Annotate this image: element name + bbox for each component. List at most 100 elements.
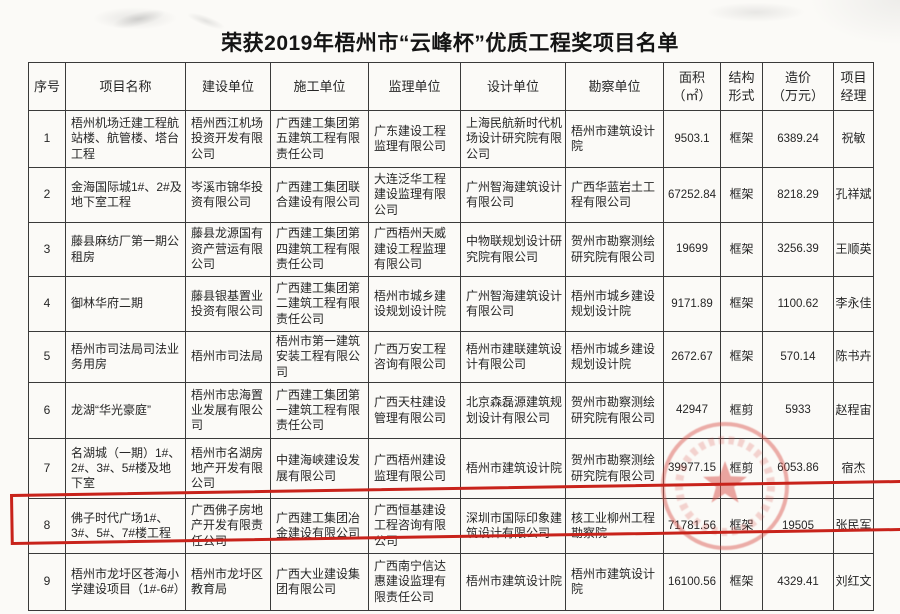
- table-cell: 梧州市建筑设计院: [460, 553, 566, 612]
- table-cell: 梧州市建联建筑设计有限公司: [460, 330, 566, 384]
- table-cell: 梧州机场迁建工程航站楼、航管楼、塔台工程: [65, 110, 186, 168]
- column-header: 项目 经理: [833, 62, 874, 111]
- table-cell: 框架: [720, 553, 763, 612]
- table-cell: 广西大业建设集团有限公司: [270, 553, 369, 612]
- table-cell: 李永佳: [833, 276, 874, 332]
- table-cell: 19699: [663, 222, 721, 277]
- table-cell: 广西建工集团第四建筑工程有限责任公司: [270, 222, 369, 277]
- table-cell: 19505: [762, 498, 834, 555]
- table-cell: 广东建设工程监理有限公司: [368, 110, 461, 168]
- table-cell: 梧州市城乡建设规划设计院: [565, 330, 664, 384]
- table-cell: 4329.41: [762, 553, 834, 612]
- table-cell: 岑溪市锦华投资有限公司: [185, 167, 271, 223]
- table-cell: 梧州市忠海置业发展有限公司: [185, 382, 271, 440]
- table-cell: 4: [28, 276, 66, 332]
- column-header: 面积 （㎡）: [663, 62, 721, 111]
- table-cell: 框架: [720, 498, 763, 555]
- page-title: 荣获2019年梧州市“云峰杯”优质工程奖项目名单: [221, 32, 679, 55]
- table-cell: 2: [28, 167, 66, 223]
- table-cell: 梧州市司法局: [185, 330, 271, 384]
- column-header: 监理单位: [368, 62, 461, 111]
- table-cell: 大连泛华工程建设监理有限公司: [368, 167, 461, 223]
- table-cell: 梧州市城乡建设规划设计院: [368, 276, 461, 332]
- table-cell: 9: [28, 553, 66, 612]
- table-cell: 梧州市名湖房地产开发有限公司: [185, 438, 271, 500]
- table-cell: 5: [28, 330, 66, 384]
- column-header: 项目名称: [65, 62, 186, 111]
- table-cell: 3: [28, 222, 66, 277]
- table-cell: 16100.56: [663, 553, 721, 612]
- column-header: 设计单位: [460, 62, 566, 111]
- table-cell: 广州智海建筑设计有限公司: [460, 276, 566, 332]
- table-cell: 广州智海建筑设计有限公司: [460, 167, 566, 223]
- table-cell: 广西建工集团第五建筑工程有限责任公司: [270, 110, 369, 168]
- table-cell: 6: [28, 382, 66, 440]
- table-cell: 赵程宙: [833, 382, 874, 440]
- table-body: 1 梧州机场迁建工程航站楼、航管楼、塔台工程 梧州西江机场投资开发有限公司 广西建工集…: [28, 110, 874, 612]
- table-cell: 藤县银基置业投资有限公司: [185, 276, 271, 332]
- table-cell: 王顺英: [833, 222, 874, 277]
- table-cell: 佛子时代广场1#、3#、5#、7#楼工程: [65, 498, 186, 555]
- table-row: 2 金海国际城1#、2#及地下室工程 岑溪市锦华投资有限公司 广西建工集团联合建设有限…: [28, 167, 874, 223]
- table-cell: 核工业柳州工程勘察院: [565, 498, 664, 555]
- table-row: 9 梧州市龙圩区苍海小学建设项目（1#-6#） 梧州市龙圩区教育局 广西大业建设集团有…: [28, 553, 874, 612]
- table-cell: 广西梧州建设监理有限公司: [368, 438, 461, 500]
- table-cell: 框架: [720, 276, 763, 332]
- table-cell: 2672.67: [663, 330, 721, 384]
- table-cell: 67252.84: [663, 167, 721, 223]
- table-cell: 6053.86: [762, 438, 834, 500]
- table-cell: 42947: [663, 382, 721, 440]
- column-header: 结构 形式: [720, 62, 763, 111]
- table-cell: 孔祥斌: [833, 167, 874, 223]
- table-cell: 广西佛子房地产开发有限责任公司: [185, 498, 271, 555]
- table-cell: 9171.89: [663, 276, 721, 332]
- table-cell: 广西建工集团冶金建设有限公司: [270, 498, 369, 555]
- table-cell: 金海国际城1#、2#及地下室工程: [65, 167, 186, 223]
- table-cell: 上海民航新时代机场设计研究院有限公司: [460, 110, 566, 168]
- table-cell: 1: [28, 110, 66, 168]
- table-cell: 梧州市建筑设计院: [565, 553, 664, 612]
- table-cell: 龙湖“华光豪庭”: [65, 382, 186, 440]
- table-cell: 贺州市勘察测绘研究院有限公司: [565, 438, 664, 500]
- table-cell: 梧州市龙圩区苍海小学建设项目（1#-6#）: [65, 553, 186, 612]
- table-cell: 8: [28, 498, 66, 555]
- table-cell: 1100.62: [762, 276, 834, 332]
- table-cell: 框架: [720, 330, 763, 384]
- table-cell: 框剪: [720, 382, 763, 440]
- table-cell: 5933: [762, 382, 834, 440]
- table-cell: 71781.56: [663, 498, 721, 555]
- table-cell: 框架: [720, 222, 763, 277]
- column-header: 序号: [28, 62, 66, 111]
- table-cell: 梧州市司法局司法业务用房: [65, 330, 186, 384]
- table-cell: 广西梧州天威建设工程监理有限公司: [368, 222, 461, 277]
- table-cell: 39977.15: [663, 438, 721, 500]
- table-cell: 3256.39: [762, 222, 834, 277]
- table-cell: 广西建工集团联合建设有限公司: [270, 167, 369, 223]
- column-header: 造价 （万元）: [762, 62, 834, 111]
- table-cell: 梧州市城乡建设规划设计院: [565, 276, 664, 332]
- table-cell: 名湖城（一期）1#、2#、3#、5#楼及地下室: [65, 438, 186, 500]
- table-cell: 御林华府二期: [65, 276, 186, 332]
- table-cell: 陈书卉: [833, 330, 874, 384]
- table-cell: 祝敏: [833, 110, 874, 168]
- table-cell: 深圳市国际印象建筑设计有限公司: [460, 498, 566, 555]
- table-row: 7 名湖城（一期）1#、2#、3#、5#楼及地下室 梧州市名湖房地产开发有限公司 中建…: [28, 438, 874, 500]
- table-cell: 6389.24: [762, 110, 834, 168]
- table-cell: 570.14: [762, 330, 834, 384]
- table-cell: 藤县麻纺厂第一期公租房: [65, 222, 186, 277]
- table-row: 6 龙湖“华光豪庭” 梧州市忠海置业发展有限公司 广西建工集团第一建筑工程有限责任公司…: [28, 382, 874, 440]
- table-cell: 9503.1: [663, 110, 721, 168]
- awards-table: 序号 项目名称 建设单位 施工单位 监理单位 设计单位 勘察单位 面积 （㎡） 结构 形式 造价 …: [28, 62, 874, 612]
- table-cell: 7: [28, 438, 66, 500]
- table-cell: 梧州市建筑设计院: [565, 110, 664, 168]
- table-cell: 框剪: [720, 438, 763, 500]
- table-cell: 广西万安工程咨询有限公司: [368, 330, 461, 384]
- table-cell: 梧州市第一建筑安装工程有限公司: [270, 330, 369, 384]
- column-header: 建设单位: [185, 62, 271, 111]
- table-cell: 梧州市龙圩区教育局: [185, 553, 271, 612]
- table-cell: 张民军: [833, 498, 874, 555]
- table-cell: 广西建工集团第二建筑工程有限责任公司: [270, 276, 369, 332]
- table-cell: 宿杰: [833, 438, 874, 500]
- table-row: 5 梧州市司法局司法业务用房 梧州市司法局 梧州市第一建筑安装工程有限公司 广西万安工程…: [28, 330, 874, 384]
